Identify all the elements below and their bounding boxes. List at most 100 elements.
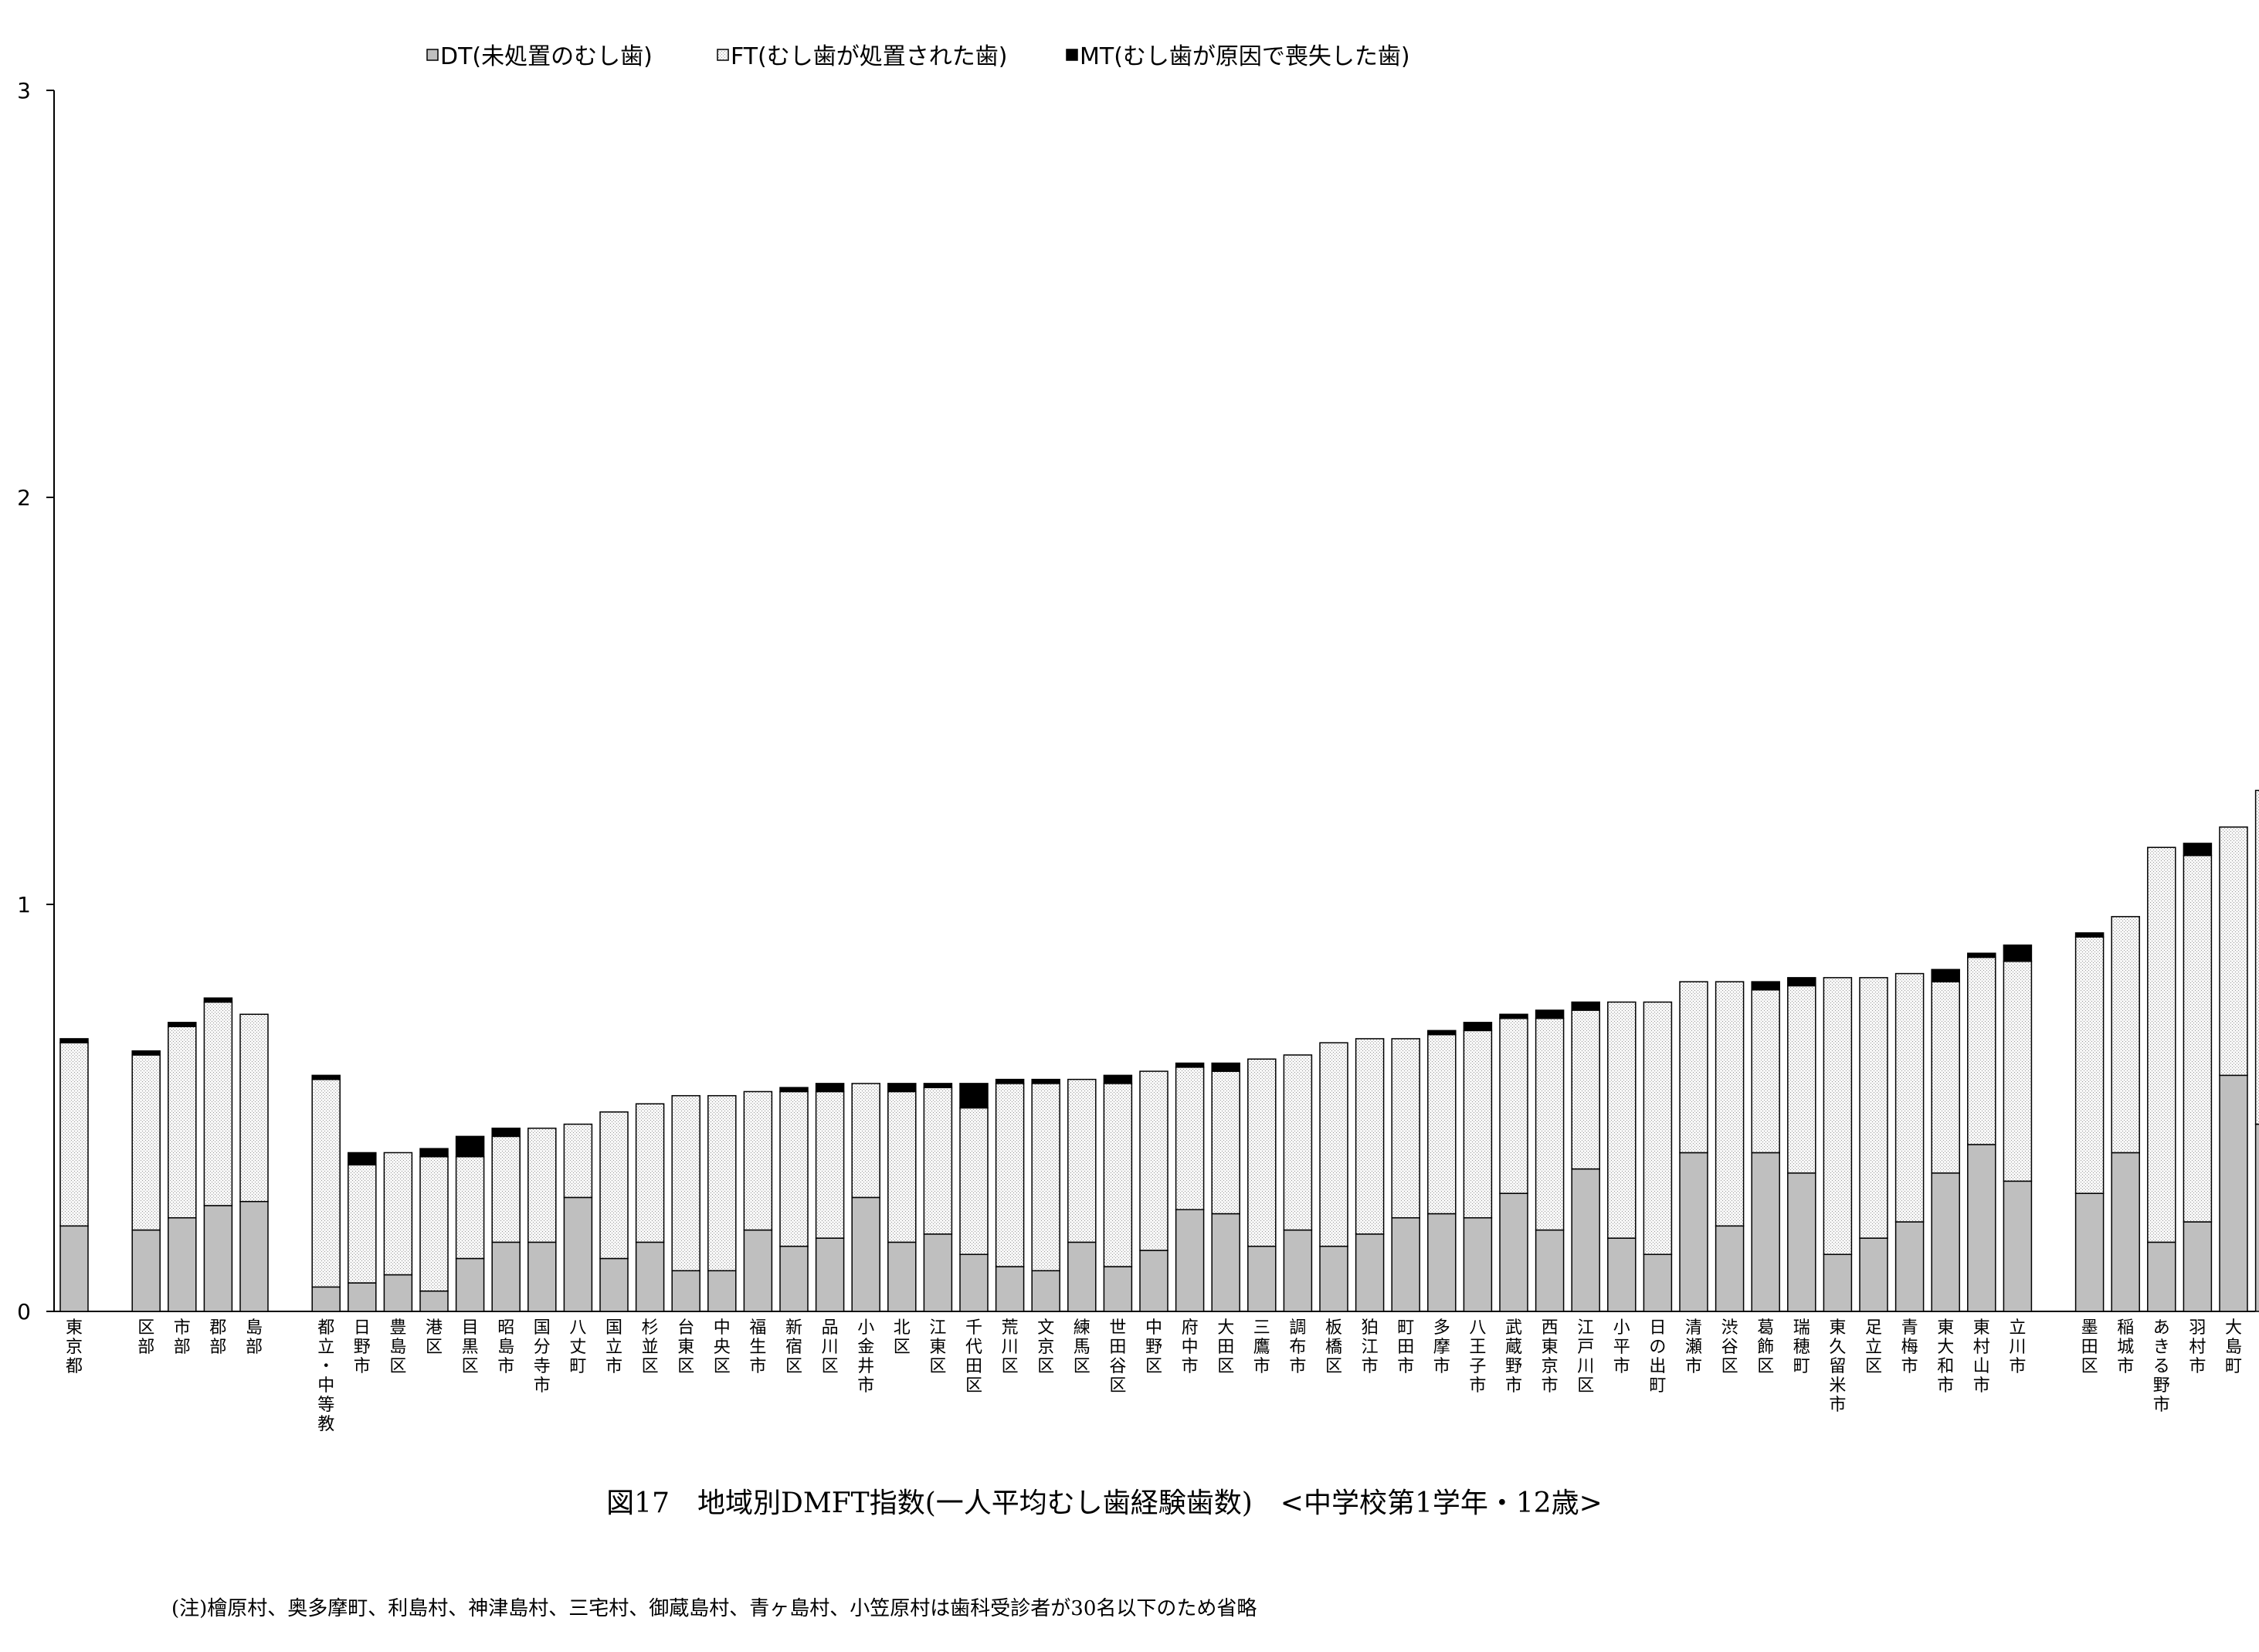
- bar: [635, 1103, 665, 1312]
- bar-segment-mt: [1427, 1030, 1457, 1036]
- bar-segment-mt: [348, 1152, 377, 1166]
- bar-segment-dt: [1967, 1144, 1996, 1312]
- bar: [1751, 981, 1780, 1312]
- category-label: 練馬区: [1074, 1318, 1090, 1376]
- bar-segment-mt: [995, 1078, 1025, 1084]
- bar-segment-mt: [1751, 981, 1780, 991]
- category-label: 西東京市: [1542, 1318, 1559, 1396]
- bar-segment-ft: [995, 1083, 1025, 1267]
- bar-segment-dt: [1607, 1237, 1637, 1312]
- category-label: 郡部: [209, 1318, 226, 1357]
- bar: [779, 1087, 809, 1312]
- bar-segment-mt: [1211, 1062, 1240, 1072]
- bar-segment-dt: [959, 1253, 989, 1312]
- bar-segment-ft: [2183, 855, 2213, 1223]
- bar-segment-dt: [635, 1241, 665, 1312]
- bar-segment-ft: [2074, 936, 2105, 1194]
- bar: [1607, 1001, 1637, 1312]
- bar-segment-dt: [2147, 1241, 2176, 1312]
- bar-segment-dt: [2074, 1192, 2105, 1312]
- legend-swatch-dt: [426, 49, 439, 61]
- bar-segment-ft: [779, 1091, 809, 1247]
- bar: [239, 1013, 269, 1312]
- bar-segment-dt: [2003, 1180, 2033, 1312]
- bar-segment-dt: [168, 1217, 197, 1312]
- bar: [887, 1083, 917, 1312]
- chart-note: (注)檜原村、奥多摩町、利島村、神津島村、三宅村、御蔵島村、青ヶ島村、小笠原村は…: [171, 1597, 1257, 1620]
- category-label: 東久留米市: [1829, 1318, 1846, 1415]
- bar-segment-ft: [1499, 1017, 1528, 1194]
- y-ticks: 0 1 2 3: [17, 78, 54, 1325]
- bar-segment-dt: [203, 1205, 233, 1312]
- category-label: 瑞穂町: [1793, 1318, 1810, 1376]
- category-label: 荒川区: [1002, 1318, 1019, 1376]
- category-label: 千代田区: [965, 1318, 982, 1396]
- bar-segment-ft: [1427, 1033, 1457, 1215]
- bar: [923, 1083, 953, 1312]
- bar-segment-dt: [1319, 1245, 1348, 1312]
- bar: [1715, 981, 1745, 1312]
- bar-segment-dt: [887, 1241, 917, 1312]
- bar: [348, 1152, 377, 1312]
- bar-segment-dt: [2219, 1074, 2248, 1312]
- bar-segment-dt: [671, 1270, 700, 1312]
- bar-segment-ft: [2219, 826, 2248, 1077]
- category-label: 葛飾区: [1757, 1318, 1774, 1376]
- category-label: 世田谷区: [1109, 1318, 1126, 1396]
- category-label: 国立市: [605, 1318, 622, 1376]
- legend-entry-mt: MT(むし歯が原因で喪失した歯): [1066, 43, 1410, 70]
- bar-segment-ft: [1535, 1017, 1565, 1231]
- bar: [203, 997, 233, 1312]
- category-label: 八王子市: [1469, 1318, 1486, 1396]
- bar: [1067, 1078, 1097, 1312]
- category-label: 羽村市: [2189, 1318, 2206, 1376]
- bar-segment-dt: [1859, 1237, 1888, 1312]
- category-label: 東村山市: [1973, 1318, 1990, 1396]
- bar: [491, 1128, 521, 1312]
- bar: [1571, 1001, 1600, 1312]
- category-label: 調布市: [1289, 1318, 1306, 1376]
- bar: [2003, 944, 2033, 1312]
- bar: [1643, 1001, 1673, 1312]
- bar-segment-ft: [851, 1083, 880, 1199]
- y-tick-label: 3: [17, 78, 31, 103]
- bar-segment-ft: [1175, 1067, 1205, 1211]
- y-tick-label: 0: [17, 1299, 31, 1325]
- bar-segment-ft: [1211, 1070, 1240, 1215]
- bar-segment-mt: [1787, 977, 1816, 987]
- legend-swatch-mt: [1066, 49, 1078, 61]
- category-label: 板橋区: [1325, 1318, 1342, 1376]
- bar-segment-dt: [1031, 1270, 1060, 1312]
- bar: [2111, 916, 2140, 1312]
- bar: [1787, 977, 1816, 1312]
- bar-segment-dt: [1463, 1217, 1493, 1312]
- bar-segment-ft: [203, 1001, 233, 1206]
- bar-segment-dt: [1787, 1172, 1816, 1312]
- bar-segment-ft: [1103, 1083, 1133, 1267]
- bar-segment-ft: [491, 1135, 521, 1243]
- bar-segment-dt: [1355, 1233, 1385, 1312]
- bar: [671, 1094, 700, 1312]
- category-label: 武蔵野市: [1505, 1318, 1522, 1396]
- bar-segment-ft: [1463, 1030, 1493, 1219]
- bar-segment-dt: [2254, 1123, 2259, 1312]
- bar-segment-mt: [959, 1083, 989, 1109]
- bar-segment-dt: [1103, 1266, 1133, 1312]
- bar-segment-mt: [1931, 968, 1960, 982]
- bar: [1103, 1074, 1133, 1312]
- bar-segment-dt: [2111, 1152, 2140, 1312]
- bar: [2183, 843, 2213, 1312]
- bars: [59, 789, 2259, 1312]
- category-label: 渋谷区: [1721, 1318, 1738, 1376]
- bar-segment-ft: [455, 1155, 485, 1260]
- bar-segment-ft: [1715, 981, 1745, 1227]
- bar-segment-dt: [2183, 1221, 2213, 1312]
- bar-segment-mt: [779, 1087, 809, 1093]
- category-label: 江戸川区: [1577, 1318, 1594, 1396]
- legend: DT(未処置のむし歯) FT(むし歯が処置された歯) MT(むし歯が原因で喪失し…: [426, 43, 1410, 70]
- bar: [455, 1135, 485, 1312]
- bar-segment-ft: [1355, 1038, 1385, 1235]
- bar-segment-ft: [2003, 961, 2033, 1182]
- bar-segment-mt: [1571, 1001, 1600, 1011]
